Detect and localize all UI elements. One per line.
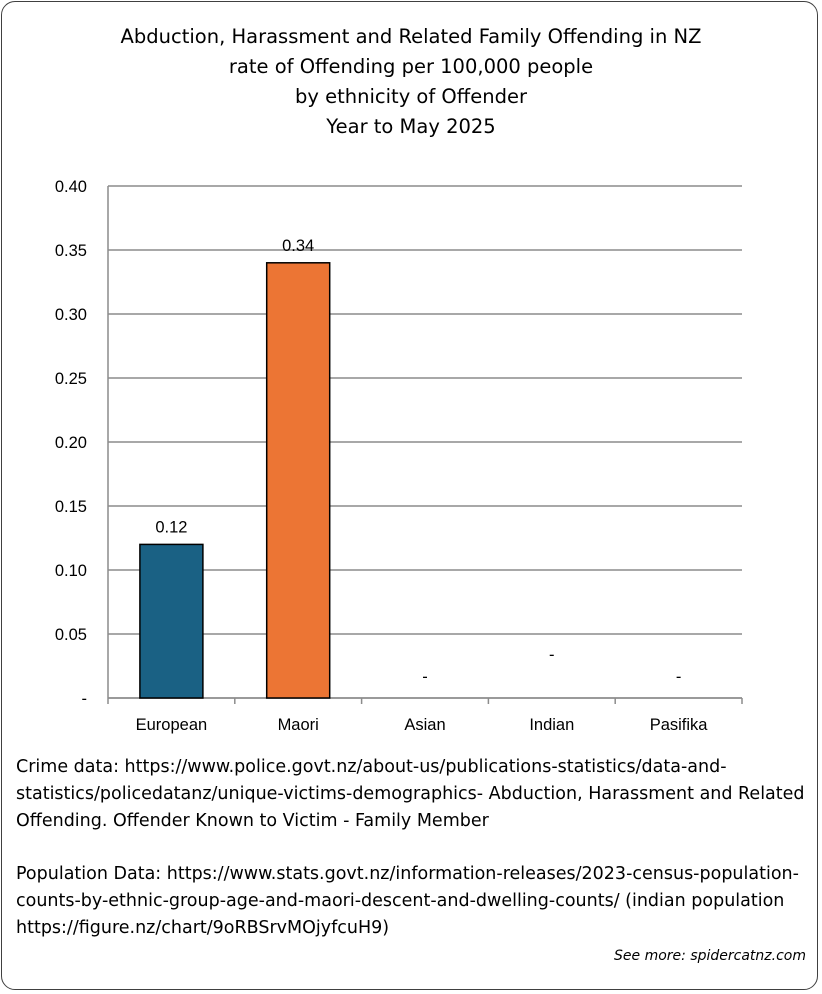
x-tick-label: Indian bbox=[529, 716, 574, 734]
data-label: - bbox=[676, 668, 682, 686]
y-tick-label: 0.20 bbox=[55, 434, 87, 452]
y-tick-label: 0.40 bbox=[55, 178, 87, 196]
bar-european bbox=[139, 543, 204, 699]
population-data-note: Population Data: https://www.stats.govt.… bbox=[16, 864, 799, 938]
x-tick-label: European bbox=[136, 716, 208, 734]
y-tick-label: 0.10 bbox=[55, 562, 87, 580]
data-label: - bbox=[422, 668, 428, 686]
x-tick-label: Maori bbox=[278, 716, 319, 734]
bar-maori bbox=[265, 262, 331, 699]
title-line-2: rate of Offending per 100,000 people bbox=[228, 55, 594, 78]
x-tick-label: Asian bbox=[404, 716, 445, 734]
source-notes: Crime data: https://www.police.govt.nz/a… bbox=[16, 754, 806, 968]
data-label: - bbox=[549, 646, 555, 664]
bar-chart: - 0.05 0.10 0.15 0.20 0.25 0.30 0.35 0.40 0.12 Eur… bbox=[55, 178, 743, 734]
crime-data-note: Crime data: https://www.police.govt.nz/a… bbox=[16, 757, 805, 831]
title-line-1: Abduction, Harassment and Related Family… bbox=[120, 25, 702, 48]
data-label: 0.12 bbox=[155, 518, 187, 536]
y-tick-label: 0.05 bbox=[55, 626, 87, 644]
title-line-3: by ethnicity of Offender bbox=[295, 85, 527, 108]
y-tick-label: 0.15 bbox=[55, 498, 87, 516]
credit-text: See more: spidercatnz.com bbox=[614, 948, 806, 964]
y-tick-label: 0.30 bbox=[55, 306, 87, 324]
chart-title: Abduction, Harassment and Related Family… bbox=[0, 22, 822, 142]
x-tick-label: Pasifika bbox=[650, 716, 709, 734]
data-label: 0.34 bbox=[282, 237, 314, 255]
y-tick-label: 0.35 bbox=[55, 242, 87, 260]
y-tick-label: 0.25 bbox=[55, 370, 87, 388]
title-line-4: Year to May 2025 bbox=[326, 115, 496, 138]
y-tick-label: - bbox=[82, 690, 88, 708]
